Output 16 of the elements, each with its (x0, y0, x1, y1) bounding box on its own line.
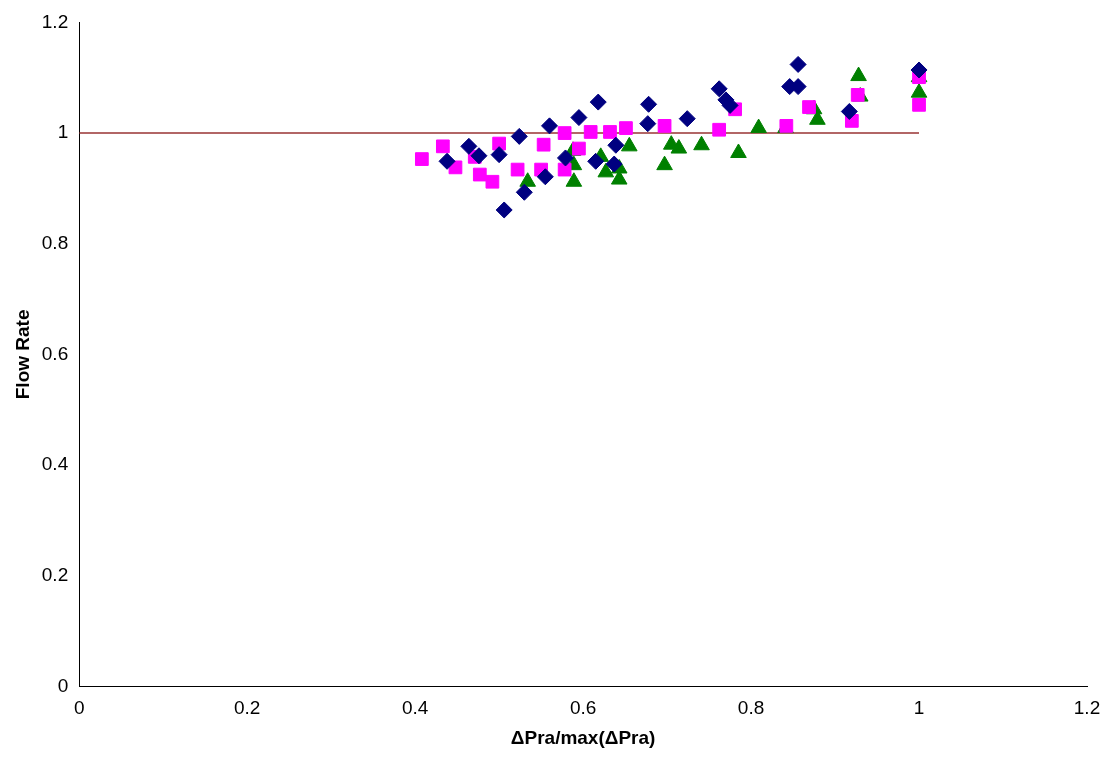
y-tick-label: 0.2 (41, 563, 69, 585)
x-tick-label: 1 (913, 697, 925, 719)
y-tick-label: 0.8 (41, 231, 69, 253)
x-tick-label: 0.6 (569, 697, 597, 719)
y-axis-title: Flow Rate (11, 309, 33, 400)
x-tick-label: 1.2 (1073, 697, 1101, 719)
x-tick-label: 0.2 (233, 697, 261, 719)
y-tick-label: 1 (57, 121, 69, 143)
x-tick-label: 0 (73, 697, 85, 719)
y-tick-label: 1.2 (41, 10, 69, 32)
x-tick-label: 0.4 (401, 697, 429, 719)
x-tick-label: 0.8 (737, 697, 765, 719)
x-axis-title: ΔPra/max(ΔPra) (510, 726, 656, 748)
y-tick-label: 0.6 (41, 342, 69, 364)
y-tick-label: 0.4 (41, 453, 69, 475)
y-tick-label: 0 (57, 674, 69, 696)
